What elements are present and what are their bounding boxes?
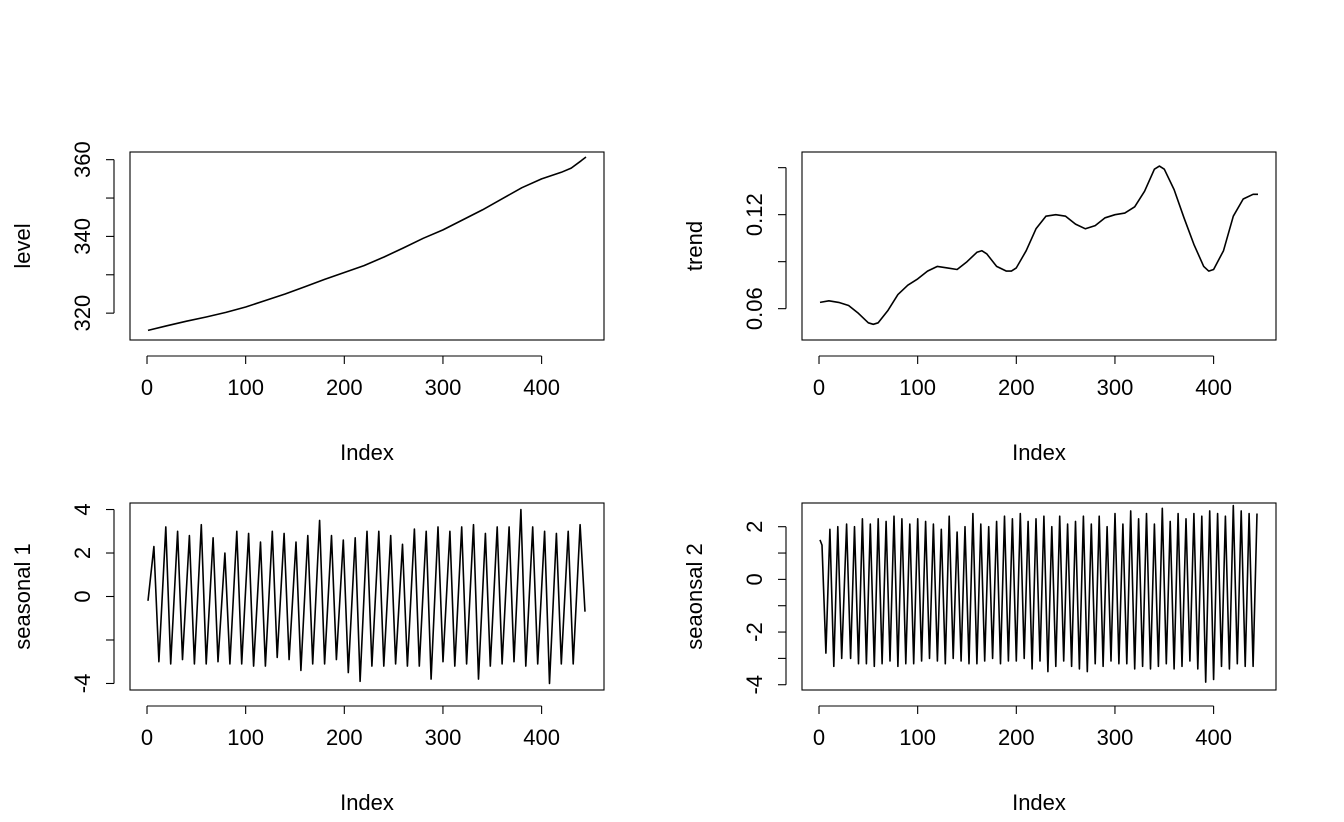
panel-3-y-tick-label: 2 <box>70 547 95 559</box>
panel-4-series-line <box>819 504 1258 683</box>
panel-1-x-tick-label: 100 <box>227 375 264 400</box>
panel-2-x-axis-label: Index <box>1012 440 1066 465</box>
panel-1: 0 100 200 300 400 Index 320 340 360 level <box>10 141 605 465</box>
panel-3-x-tick-label: 100 <box>227 725 264 750</box>
panel-1-x-tick-label: 300 <box>425 375 462 400</box>
panel-2-series-line <box>819 165 1258 326</box>
panel-2-x-tick-label: 300 <box>1097 375 1134 400</box>
panel-4-x-tick-label: 200 <box>998 725 1035 750</box>
panel-4-x-tick-label: 400 <box>1195 725 1232 750</box>
panel-1-y-tick-label: 340 <box>70 218 95 255</box>
panel-2-x-tick-label: 200 <box>998 375 1035 400</box>
panel-4-y-tick-label: 0 <box>742 573 767 585</box>
panel-3-x-tick-label: 400 <box>523 725 560 750</box>
panel-4-y-tick-label: -4 <box>742 675 767 695</box>
panel-2-x-tick-label: 0 <box>813 375 825 400</box>
panel-4-x-axis-label: Index <box>1012 790 1066 815</box>
panel-4: 0 100 200 300 400 Index -4 -2 0 2 seaonsal 2 <box>682 502 1277 815</box>
panel-3-x-tick-label: 0 <box>141 725 153 750</box>
panel-2-y-tick-label: 0.06 <box>742 287 767 330</box>
panel-1-y-tick-label: 360 <box>70 141 95 178</box>
panel-1-x-axis-label: Index <box>340 440 394 465</box>
panel-2-x-tick-label: 100 <box>899 375 936 400</box>
panel-3: 0 100 200 300 400 Index -4 0 2 4 seasonal 1 <box>10 502 605 815</box>
panel-1-x-tick-label: 200 <box>326 375 363 400</box>
panel-4-x-tick-label: 300 <box>1097 725 1134 750</box>
panel-2-y-axis-label: trend <box>682 221 707 271</box>
panel-2-frame <box>801 151 1277 341</box>
panel-1-x-tick-label: 0 <box>141 375 153 400</box>
panel-3-y-tick-label: 4 <box>70 503 95 515</box>
panel-3-x-tick-label: 300 <box>425 725 462 750</box>
panel-4-x-tick-label: 100 <box>899 725 936 750</box>
panel-3-x-axis-label: Index <box>340 790 394 815</box>
panel-4-y-tick-label: -2 <box>742 622 767 642</box>
panel-3-y-tick-label: -4 <box>70 674 95 694</box>
panel-1-frame <box>129 151 605 341</box>
panel-1-y-axis-label: level <box>10 223 35 268</box>
panel-4-y-axis-label: seaonsal 2 <box>682 543 707 649</box>
panel-1-y-tick-label: 320 <box>70 295 95 332</box>
panel-3-y-axis-label: seasonal 1 <box>10 543 35 649</box>
panel-2-y-tick-label: 0.12 <box>742 193 767 236</box>
panel-1-x-tick-label: 400 <box>523 375 560 400</box>
panel-3-series-line <box>147 508 586 685</box>
panel-4-y-tick-label: 2 <box>742 521 767 533</box>
panel-4-x-tick-label: 0 <box>813 725 825 750</box>
panel-3-frame <box>129 502 605 691</box>
panel-3-x-tick-label: 200 <box>326 725 363 750</box>
panel-2-x-tick-label: 400 <box>1195 375 1232 400</box>
panel-2: 0 100 200 300 400 Index 0.06 0.12 trend <box>682 151 1277 465</box>
panel-3-y-tick-label: 0 <box>70 590 95 602</box>
panel-1-series-line <box>147 156 587 332</box>
panel-4-frame <box>801 502 1277 691</box>
